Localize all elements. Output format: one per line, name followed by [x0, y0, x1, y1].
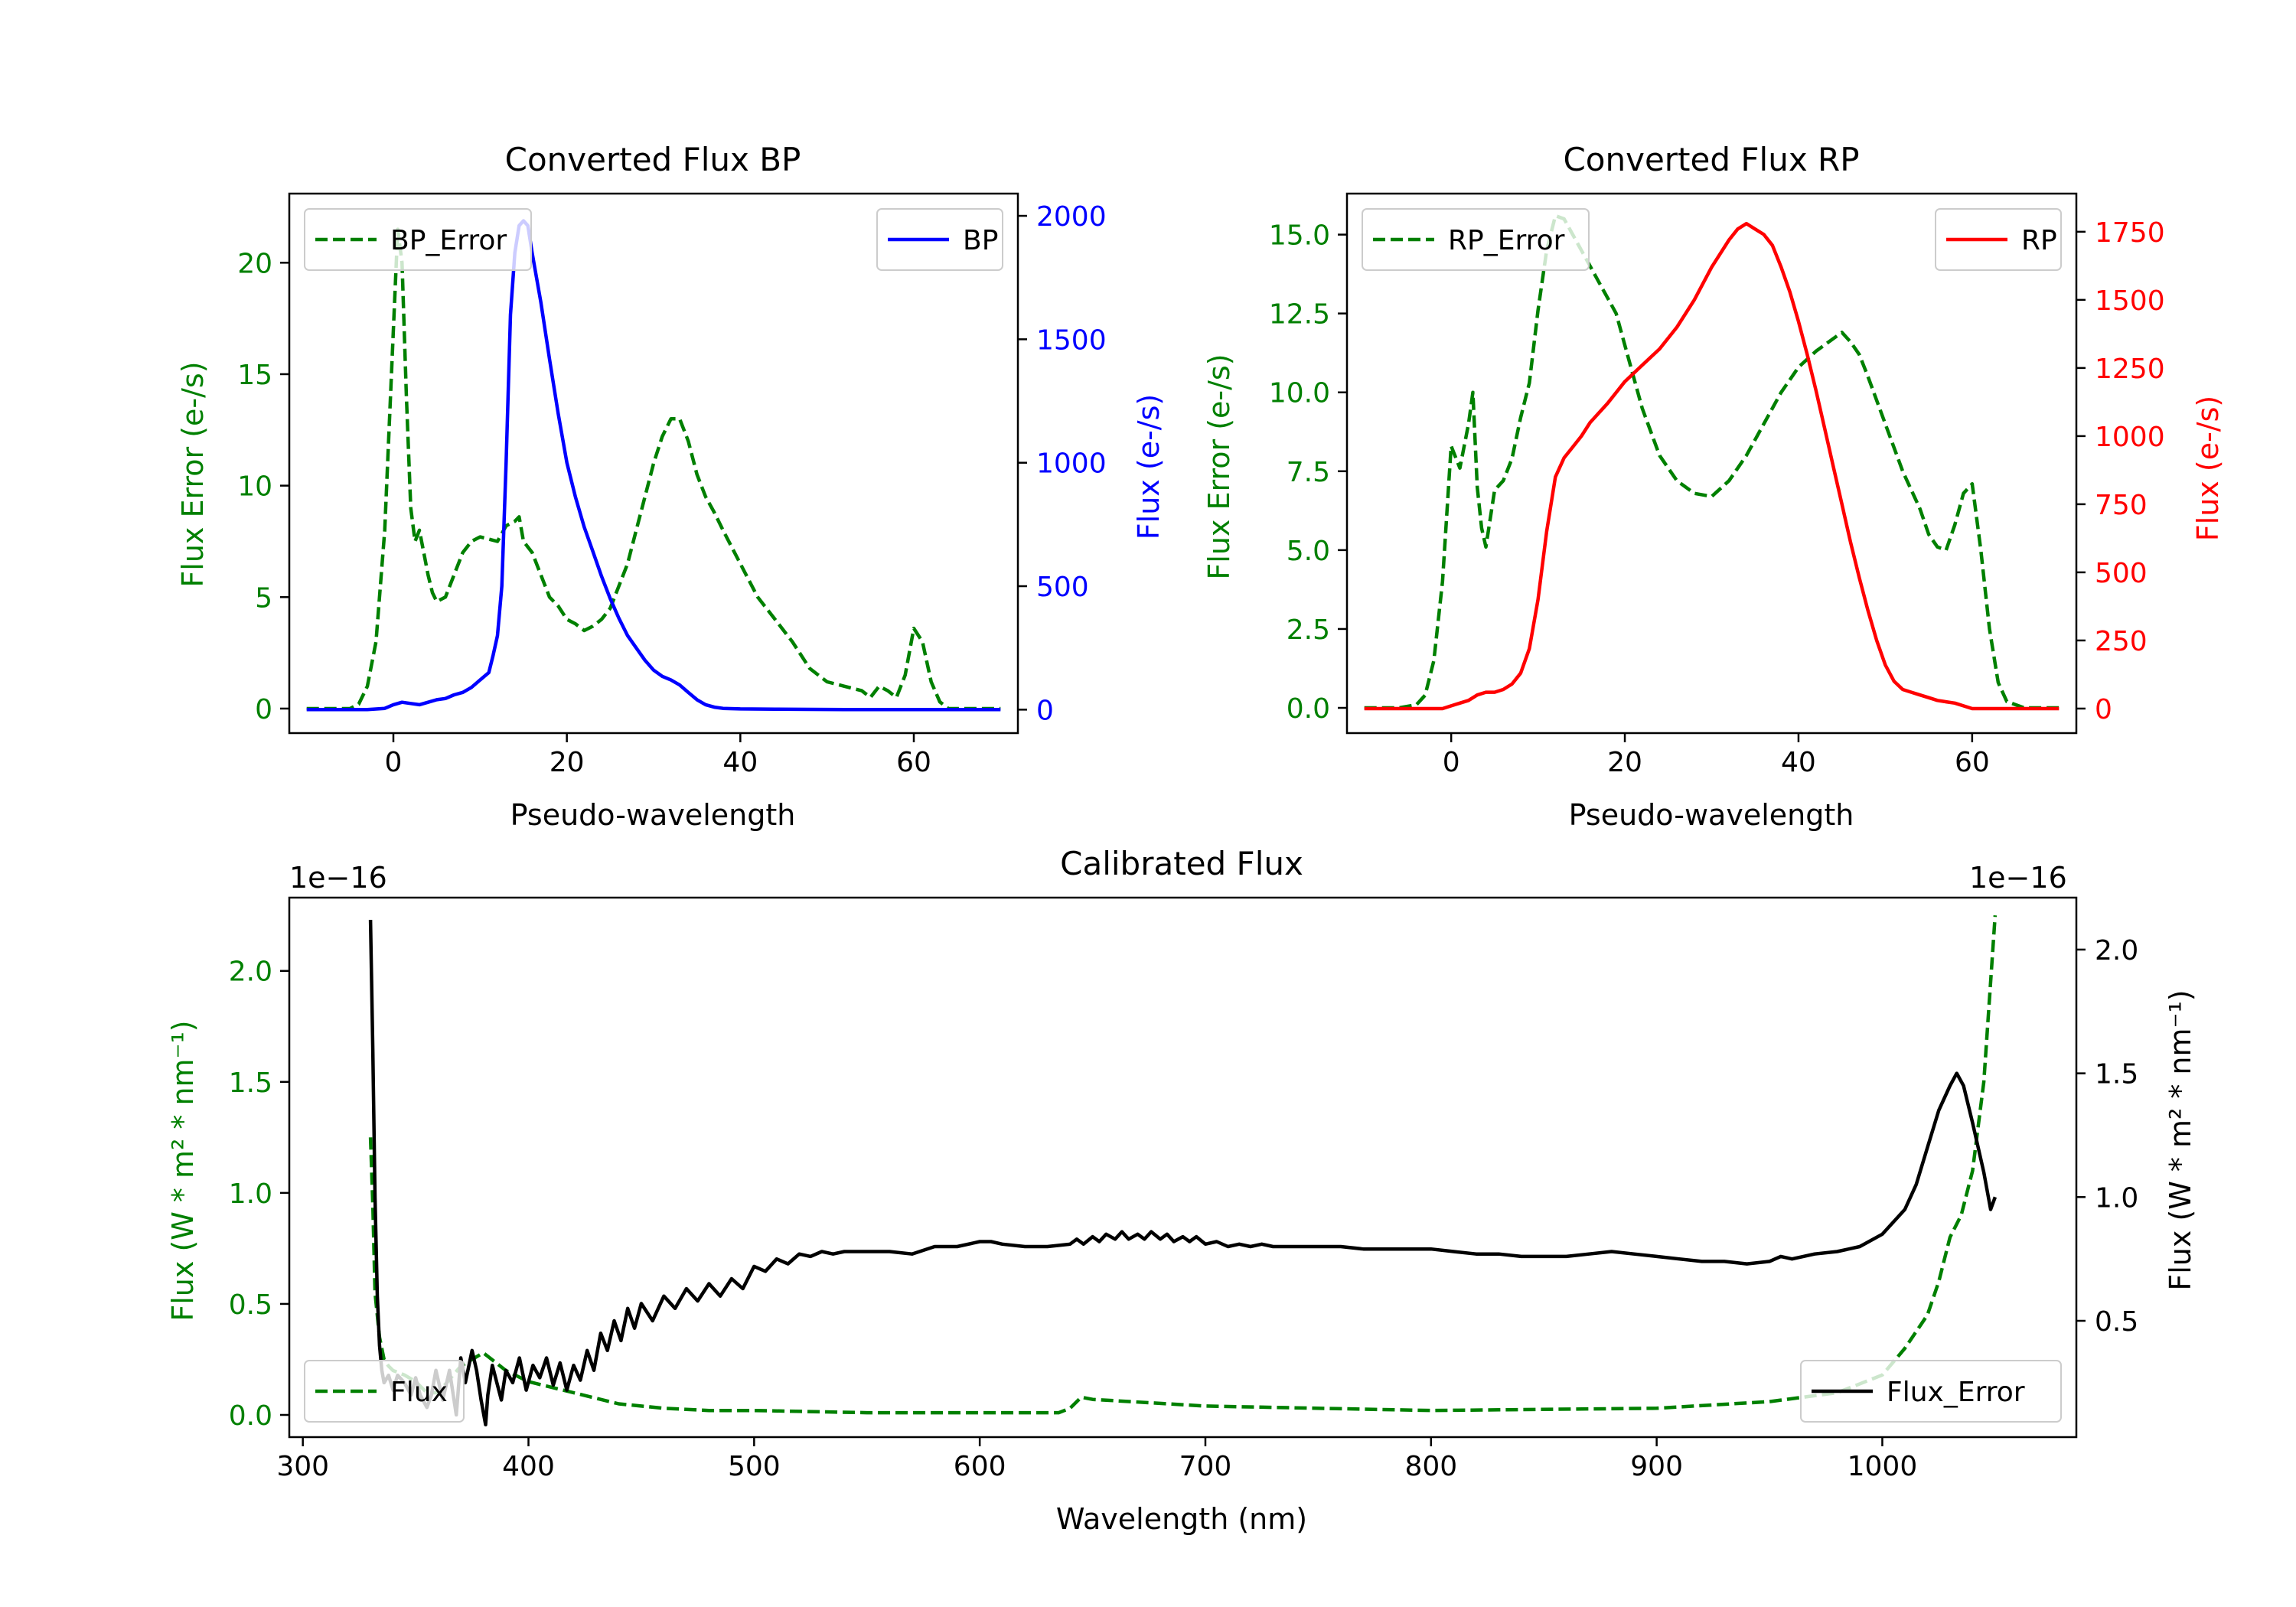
bp-ytick-right-label: 1000	[1036, 448, 1107, 480]
calibrated-ytick-left-label: 0.0	[229, 1400, 272, 1432]
bp-ytick-right-label: 0	[1036, 695, 1054, 726]
bp-ytick-left-label: 5	[255, 582, 272, 614]
bp-series-group	[306, 219, 1001, 712]
rp-series-rp-line	[1364, 221, 2060, 711]
bp-xtick-label: 0	[385, 747, 403, 778]
calibrated-ytick-right-label: 1.0	[2095, 1182, 2138, 1214]
rp-ytick-right-label: 250	[2095, 626, 2148, 657]
bp-series-bp-error-line	[306, 227, 1001, 711]
calibrated-legend-flux: Flux	[304, 1360, 465, 1423]
rp-ytick-right-label: 0	[2095, 694, 2112, 725]
rp-ytick-right-label: 1500	[2095, 285, 2165, 317]
calibrated-offset-right: 1e−16	[1969, 861, 2067, 895]
calibrated-xtick-label: 300	[276, 1451, 329, 1482]
bp-ytick-left-label: 0	[255, 694, 272, 725]
bp-ylabel-left: Flux Error (e-/s)	[176, 361, 210, 587]
rp-xtick-label: 20	[1607, 747, 1642, 778]
rp-axes-frame	[1345, 192, 2078, 735]
calibrated-ytick-right-label: 2.0	[2095, 935, 2138, 966]
rp-xtick-label: 60	[1955, 747, 1990, 778]
bp-legend-box	[304, 208, 532, 271]
calibrated-title: Calibrated Flux	[1060, 845, 1303, 882]
rp-series-rp-error-line	[1364, 214, 2060, 710]
calibrated-legend-box	[304, 1360, 465, 1423]
bp-ylabel-right: Flux (e-/s)	[1132, 394, 1166, 539]
calibrated-ylabel-right: Flux (W * m² * nm⁻¹)	[2164, 989, 2197, 1290]
bp-xtick-label: 40	[722, 747, 758, 778]
rp-plot-area: 0 20 40 60 0.0 2.5 5.0 7.5 10.0 12.5 15.0 0 250 500 75…	[1269, 192, 2165, 778]
rp-legend-rp: RP	[1935, 208, 2062, 271]
calibrated-ytick-left-label: 2.0	[229, 957, 272, 988]
bp-legend-bp: BP	[876, 208, 1003, 271]
rp-ytick-left-label: 7.5	[1287, 457, 1330, 488]
calibrated-legend-label: Flux	[390, 1377, 448, 1408]
calibrated-xtick-label: 400	[502, 1451, 555, 1482]
bp-legend-label: BP	[963, 225, 998, 256]
calibrated-xtick-label: 800	[1404, 1451, 1457, 1482]
rp-ytick-left-label: 12.5	[1269, 299, 1330, 331]
calibrated-ytick-right-label: 1.5	[2095, 1059, 2138, 1090]
rp-ytick-right-label: 750	[2095, 490, 2148, 521]
rp-ytick-right-label: 1750	[2095, 217, 2165, 249]
calibrated-axes-frame	[288, 896, 2078, 1439]
rp-ytick-right-label: 500	[2095, 558, 2148, 589]
bp-ytick-left-label: 10	[237, 471, 272, 503]
calibrated-xtick-label: 500	[728, 1451, 781, 1482]
rp-legend-label: RP_Error	[1448, 225, 1565, 256]
calibrated-plot-area: 300 400 500 600 700 800 900 1000 0.0 0.5 1.0 1.5 2.0…	[229, 896, 2138, 1482]
rp-ytick-right-label: 1250	[2095, 354, 2165, 385]
bp-legend-label: BP_Error	[390, 225, 507, 256]
calibrated-series-flux-error-line	[368, 915, 1998, 1415]
calibrated-legend-label: Flux_Error	[1887, 1377, 2025, 1408]
rp-xtick-label: 0	[1443, 747, 1460, 778]
rp-ylabel-left: Flux Error (e-/s)	[1202, 354, 1236, 579]
bp-ytick-left-label: 20	[237, 248, 272, 279]
calibrated-legend-flux-error: Flux_Error	[1800, 1360, 2062, 1423]
calibrated-xtick-label: 1000	[1848, 1451, 1918, 1482]
calibrated-ylabel-left: Flux (W * m² * nm⁻¹)	[166, 1020, 200, 1321]
rp-ytick-right-label: 1000	[2095, 422, 2165, 453]
bp-title: Converted Flux BP	[505, 141, 801, 178]
rp-ytick-left-label: 10.0	[1269, 378, 1330, 409]
calibrated-ytick-left-label: 0.5	[229, 1289, 272, 1321]
rp-legend-label: RP	[2021, 225, 2057, 256]
bp-ytick-right-label: 2000	[1036, 201, 1107, 233]
rp-xlabel: Pseudo-wavelength	[1569, 798, 1854, 832]
rp-ytick-left-label: 0.0	[1287, 693, 1330, 725]
calibrated-xtick-label: 900	[1630, 1451, 1683, 1482]
calibrated-ytick-left-label: 1.5	[229, 1068, 272, 1099]
rp-ytick-left-label: 15.0	[1269, 220, 1330, 252]
rp-legend-rp-error: RP_Error	[1362, 208, 1590, 271]
bp-xtick-label: 60	[896, 747, 931, 778]
rp-title: Converted Flux RP	[1563, 141, 1859, 178]
rp-ytick-left-label: 5.0	[1287, 536, 1330, 567]
bp-xlabel: Pseudo-wavelength	[510, 798, 796, 832]
bp-ytick-right-label: 1500	[1036, 324, 1107, 356]
bp-legend-bp-error: BP_Error	[304, 208, 532, 271]
bp-ytick-right-label: 500	[1036, 572, 1089, 603]
rp-legend-box	[1362, 208, 1590, 271]
calibrated-series-group	[368, 915, 1998, 1427]
calibrated-series-flux-line	[368, 920, 1998, 1427]
bp-ytick-left-label: 15	[237, 360, 272, 391]
calibrated-xtick-label: 700	[1179, 1451, 1232, 1482]
bp-series-bp-line	[306, 219, 1001, 712]
calibrated-ytick-right-label: 0.5	[2095, 1306, 2138, 1338]
calibrated-xtick-label: 600	[954, 1451, 1006, 1482]
rp-ylabel-right: Flux (e-/s)	[2191, 396, 2225, 541]
calibrated-xlabel: Wavelength (nm)	[1056, 1502, 1307, 1536]
bp-plot-area: 0 20 40 60 0 5 10 15 20 0 500 1000 1500 2000 BP_Error B…	[237, 192, 1107, 778]
calibrated-legend-box	[1800, 1360, 2062, 1423]
calibrated-ytick-left-label: 1.0	[229, 1178, 272, 1210]
rp-ytick-left-label: 2.5	[1287, 614, 1330, 646]
calibrated-offset-left: 1e−16	[289, 861, 387, 895]
bp-xtick-label: 20	[550, 747, 585, 778]
rp-series-group	[1364, 214, 2060, 711]
rp-xtick-label: 40	[1781, 747, 1816, 778]
